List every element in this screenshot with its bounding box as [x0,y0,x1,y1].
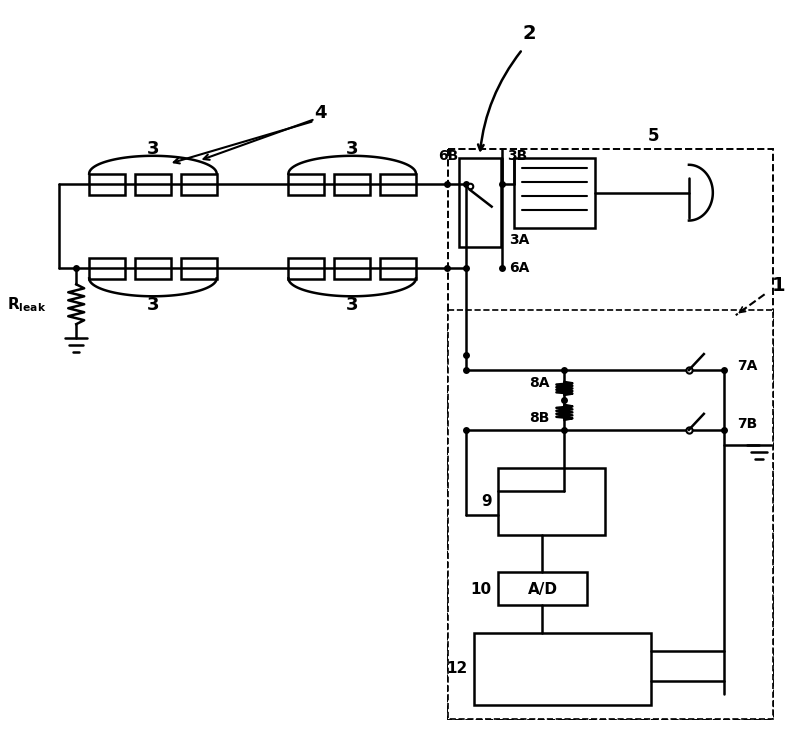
Bar [289,259,324,279]
Text: 8A: 8A [529,376,550,390]
Text: 5: 5 [647,127,659,145]
Text: 6A: 6A [510,262,530,276]
Bar [135,174,171,195]
Bar [181,174,217,195]
Text: 3B: 3B [507,149,528,163]
Text: 3: 3 [346,140,358,158]
Bar [498,467,606,536]
Text: 10: 10 [470,582,492,597]
Text: 2: 2 [522,24,536,43]
Text: 7A: 7A [737,359,757,373]
Bar [89,174,125,195]
Text: 1: 1 [772,276,786,295]
Text: R$_{\mathbf{leak}}$: R$_{\mathbf{leak}}$ [7,295,46,314]
Text: 8B: 8B [529,411,550,425]
Text: 4: 4 [314,104,326,122]
Text: 3A: 3A [510,233,530,247]
Text: 12: 12 [446,661,468,676]
Text: 3: 3 [146,140,159,158]
Bar [498,572,587,605]
Bar [334,259,370,279]
Text: A/D: A/D [527,582,558,597]
Bar [135,259,171,279]
Bar [474,633,651,705]
Text: 3: 3 [146,296,159,314]
Bar [458,158,501,247]
Bar [514,158,595,227]
Text: 9: 9 [481,494,492,509]
Text: 3: 3 [346,296,358,314]
Bar [181,259,217,279]
Bar [448,311,773,718]
Bar [448,149,773,718]
Bar [89,259,125,279]
Text: 7B: 7B [737,417,757,431]
Text: 6B: 6B [438,149,458,163]
Bar [380,174,416,195]
Bar [380,259,416,279]
Bar [289,174,324,195]
Bar [334,174,370,195]
